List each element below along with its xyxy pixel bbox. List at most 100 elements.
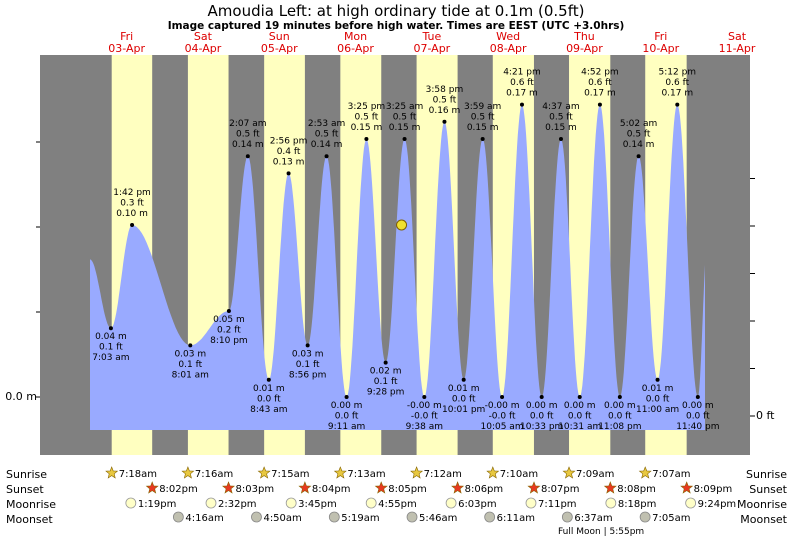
tide-extreme-label: 4:52 pm [581, 68, 619, 78]
tide-extreme-low: 0.03 m0.1 ft8:01 am [172, 343, 209, 380]
tide-extreme-label: 0.15 m [351, 123, 383, 133]
tide-extreme-label: 0.6 ft [510, 78, 534, 88]
moonrise-icon [685, 497, 697, 509]
tide-extreme-label: 0.01 m [448, 384, 480, 394]
tide-extreme-point [402, 137, 407, 141]
tide-extreme-point [500, 395, 505, 399]
day-name-label: Sun [269, 30, 290, 43]
moonset-icon [251, 511, 262, 523]
sunset-time: 8:08pm [617, 484, 656, 495]
tide-extreme-label: 10:31 am [558, 422, 601, 432]
tide-extreme-label: 10:33 pm [520, 422, 563, 432]
tide-curve [90, 104, 705, 430]
sunrise-time: 7:18am [119, 469, 157, 480]
tide-extreme-label: 0.04 m [95, 332, 127, 342]
moonrise-icon [125, 497, 137, 509]
moonset-time: 6:37am [574, 513, 612, 524]
day-date-label: 06-Apr [337, 42, 374, 55]
tide-extremes: 0.04 m0.1 ft7:03 am1:42 pm0.3 ft0.10 m0.… [92, 68, 719, 432]
tide-extreme-label: 3:59 am [464, 102, 501, 112]
tide-extreme-label: 5:12 pm [659, 68, 697, 78]
tide-extreme-label: 0.1 ft [374, 377, 398, 387]
sunset-icon [374, 481, 388, 494]
tide-extreme-label: 0.5 ft [393, 113, 417, 123]
sunset-time: 8:05pm [388, 484, 427, 495]
tide-extreme-label: 0.5 ft [236, 130, 260, 140]
tide-extreme-label: 0.6 ft [665, 78, 689, 88]
tide-extreme-point [422, 395, 427, 399]
tide-extreme-label: 0.14 m [311, 140, 343, 150]
moonrise-time: 4:55pm [378, 499, 417, 510]
tide-extreme-point [108, 326, 113, 331]
tide-extreme-label: 0.00 m [331, 401, 363, 411]
moonset-icon [484, 511, 496, 523]
tide-extreme-label: 0.0 ft [335, 412, 359, 422]
tide-extreme-point [364, 137, 369, 141]
sunrise-icon [105, 466, 119, 479]
tide-extreme-label: 0.6 ft [588, 78, 612, 88]
day-date-label: 03-Apr [108, 42, 145, 55]
sunset-time: 8:06pm [465, 484, 504, 495]
sunrise-time: 7:09am [576, 469, 614, 480]
moonrise-row-label-left: Moonrise [6, 498, 56, 511]
sunrise-icon [181, 466, 195, 479]
tide-extreme-low: 0.00 m0.0 ft9:11 am [328, 395, 365, 432]
tide-extreme-point [130, 223, 135, 227]
tide-extreme-label: 0.0 ft [568, 412, 592, 422]
tide-extreme-label: 0.05 m [213, 315, 245, 325]
tide-extreme-label: 0.5 ft [355, 113, 379, 123]
day-date-label: 08-Apr [490, 42, 527, 55]
tide-extreme-label: 0.00 m [604, 401, 636, 411]
tide-extreme-point [636, 154, 641, 159]
day-name-label: Sat [728, 30, 747, 43]
tide-extreme-label: 0.01 m [253, 384, 285, 394]
moonset-time: 7:05am [652, 513, 690, 524]
sunset-icon [680, 481, 694, 494]
tide-extreme-label: 2:07 am [229, 119, 266, 129]
tide-extreme-point [597, 102, 602, 107]
sunrise-time: 7:15am [271, 469, 309, 480]
moon-phase-note: Full Moon | 5:55pm [558, 527, 644, 537]
day-date-label: 09-Apr [566, 42, 603, 55]
sunrise-icon [410, 466, 424, 479]
tide-extreme-label: 0.15 m [389, 123, 421, 133]
tide-extreme-label: 8:43 am [250, 405, 287, 415]
sunrise-icon [638, 466, 652, 479]
day-name-label: Fri [654, 30, 667, 43]
tide-extreme-label: 1:42 pm [113, 188, 151, 198]
tide-extreme-label: 0.0 ft [686, 412, 710, 422]
tide-extreme-point [695, 395, 700, 399]
moonrise-time: 1:19pm [138, 499, 177, 510]
tide-extreme-low: 0.01 m0.0 ft8:43 am [250, 377, 287, 415]
sunset-row-label-right: Sunset [749, 483, 787, 496]
tide-extreme-point [461, 377, 466, 382]
tide-extreme-point [383, 360, 388, 365]
day-name-label: Tue [421, 30, 441, 43]
moonrise-row-label-right: Moonrise [737, 498, 787, 511]
tide-extreme-label: 0.5 ft [549, 113, 573, 123]
axes: 0.0 m 0 ft [5, 141, 775, 422]
moonrise-icon [365, 497, 377, 509]
sunset-time: 8:02pm [159, 484, 198, 495]
tide-extreme-label: 0.14 m [623, 140, 655, 150]
tide-extreme-point [577, 395, 582, 399]
moonset-icon [172, 511, 184, 523]
tide-extreme-label: 0.3 ft [120, 199, 144, 209]
tide-extreme-label: 0.00 m [564, 401, 596, 411]
tide-extreme-low: -0.00 m-0.0 ft9:38 am [406, 395, 443, 432]
moonrise-icon [605, 497, 617, 509]
day-date-label: 10-Apr [642, 42, 679, 55]
tide-extreme-label: 11:08 pm [598, 422, 641, 432]
tide-extreme-label: 0.1 ft [296, 360, 320, 370]
sunset-row-label-left: Sunset [6, 483, 44, 496]
day-name-label: Wed [496, 30, 520, 43]
sunset-icon [222, 481, 235, 494]
day-date-label: 11-Apr [719, 42, 756, 55]
tide-extreme-label: 0.10 m [116, 209, 148, 219]
tide-extreme-point [245, 154, 250, 159]
tide-extreme-label: 0.01 m [642, 384, 674, 394]
sunrise-icon [333, 466, 347, 479]
